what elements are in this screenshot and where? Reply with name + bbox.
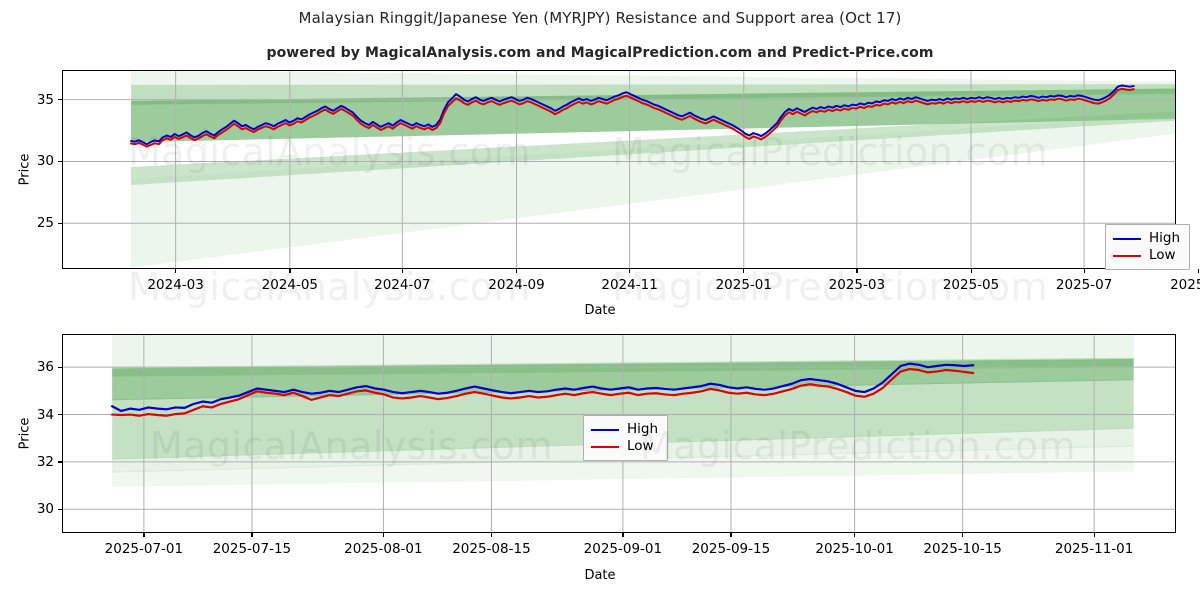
y-tick-label: 30 (36, 153, 54, 170)
overview-plot-frame (62, 70, 1176, 269)
x-tick-label: 2025-03 (828, 277, 886, 293)
y-tick-label: 35 (36, 91, 54, 108)
x-tick-label: 2024-07 (374, 277, 431, 293)
x-tick-label: 2025-07-15 (212, 541, 292, 557)
page-title: Malaysian Ringgit/Japanese Yen (MYRJPY) … (298, 9, 902, 27)
x-tick-mark (743, 269, 745, 273)
x-tick-mark (629, 269, 631, 273)
x-tick-mark (382, 533, 385, 537)
x-tick-mark (251, 533, 253, 537)
x-tick-label: 2024-05 (261, 277, 319, 293)
legend-entry-low: Low (1113, 247, 1180, 264)
x-tick-mark (516, 269, 518, 273)
x-tick-mark (289, 269, 291, 273)
x-tick-mark (1083, 269, 1085, 273)
y-tick-mark (58, 99, 62, 101)
x-tick-label: 2025-09 (1170, 277, 1200, 293)
overview-plot-svg (62, 70, 1176, 269)
legend-swatch-high (591, 428, 619, 431)
legend-label-low: Low (1149, 247, 1176, 263)
x-tick-mark (854, 533, 856, 537)
x-tick-label: 2025-08-01 (344, 541, 423, 557)
x-tick-label: 2025-07 (1055, 277, 1113, 293)
x-tick-label: 2025-07-01 (104, 541, 184, 557)
x-tick-mark (970, 269, 972, 273)
x-tick-mark (143, 533, 145, 537)
x-tick-label: 2025-05 (942, 277, 1000, 293)
x-tick-mark (490, 533, 493, 537)
y-tick-label: 30 (36, 501, 54, 518)
y-tick-label: 32 (36, 453, 54, 470)
y-tick-mark (58, 508, 62, 510)
x-tick-label: 2025-10-01 (815, 541, 894, 557)
legend-entry-low: Low (591, 438, 658, 455)
overview-x-axis-title: Date (584, 303, 616, 318)
detail-x-axis-title: Date (584, 568, 616, 583)
x-tick-mark (1197, 269, 1199, 273)
overview-y-axis-title: Price (17, 153, 33, 186)
y-tick-label: 36 (36, 359, 54, 376)
legend-label-high: High (627, 421, 659, 437)
detail-legend: High Low (583, 415, 669, 461)
x-tick-mark (175, 269, 177, 273)
overview-legend: High Low (1105, 224, 1191, 270)
x-tick-label: 2025-11-01 (1054, 541, 1134, 557)
x-tick-mark (1093, 533, 1095, 537)
y-tick-mark (58, 414, 62, 416)
x-tick-label: 2025-08-15 (452, 541, 531, 557)
legend-entry-high: High (1113, 230, 1180, 247)
x-tick-label: 2024-09 (488, 277, 545, 293)
y-tick-label: 34 (36, 406, 54, 423)
x-tick-label: 2025-10-15 (923, 541, 1002, 557)
legend-label-low: Low (627, 438, 654, 454)
legend-label-high: High (1149, 230, 1181, 246)
x-tick-mark (962, 533, 964, 537)
legend-swatch-low (1113, 254, 1141, 257)
x-tick-mark (622, 533, 624, 537)
overview-plot-area (62, 70, 1176, 269)
x-tick-label: 2024-03 (147, 277, 204, 293)
x-tick-label: 2025-09-01 (583, 541, 663, 557)
detail-plot-frame (62, 334, 1176, 533)
y-tick-mark (58, 461, 62, 463)
overview-chart-panel (62, 70, 1176, 269)
y-tick-label: 25 (36, 215, 54, 232)
legend-swatch-high (1113, 237, 1141, 240)
x-tick-label: 2025-09-15 (691, 541, 771, 557)
x-tick-label: 2025-01 (715, 277, 772, 293)
y-tick-mark (58, 366, 62, 368)
page-subtitle: powered by MagicalAnalysis.com and Magic… (266, 45, 934, 61)
x-tick-mark (401, 269, 403, 273)
x-tick-mark (856, 269, 858, 273)
y-tick-mark (58, 160, 62, 163)
x-tick-mark (730, 533, 732, 537)
detail-y-axis-title: Price (17, 417, 33, 450)
x-tick-label: 2024-11 (601, 277, 658, 293)
legend-swatch-low (591, 445, 619, 448)
y-tick-mark (58, 222, 62, 224)
legend-entry-high: High (591, 421, 658, 438)
